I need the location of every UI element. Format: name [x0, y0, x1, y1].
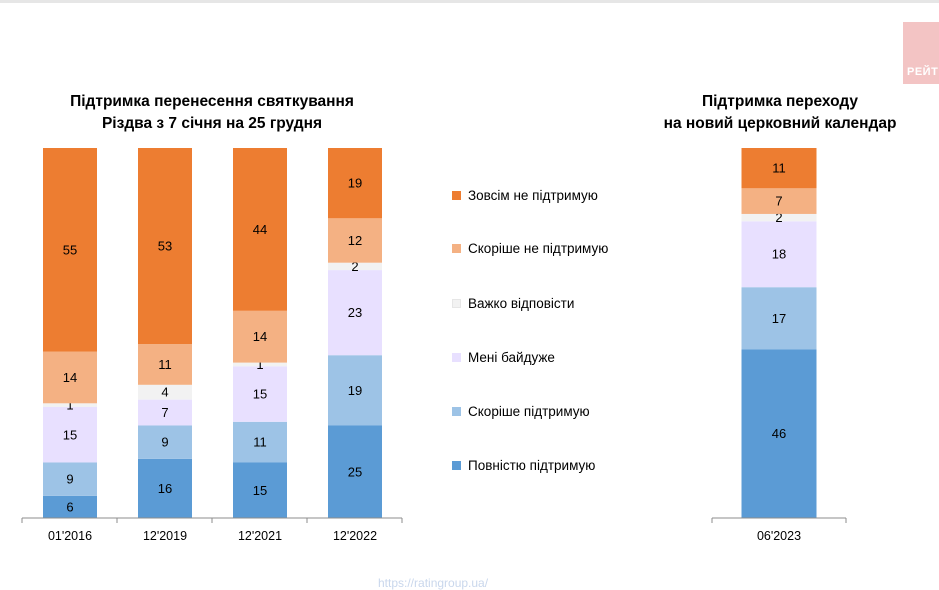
legend-item-rather-support: Скоріше підтримую: [452, 401, 590, 421]
bar-segment-full_support: [741, 349, 817, 518]
data-label-hard_to_say: 1: [256, 357, 263, 372]
bar-segment-hard_to_say: [741, 213, 817, 222]
data-label-full_support: 25: [348, 464, 362, 479]
data-label-rather_support: 9: [66, 472, 73, 487]
legend-swatch-rather-oppose: [452, 243, 461, 253]
legend-item-full-oppose: Зовсім не підтримую: [452, 185, 598, 205]
bar-segment-rather_oppose: [741, 188, 817, 214]
data-label-indifferent: 15: [253, 387, 267, 402]
legend-swatch-full-support: [452, 460, 461, 470]
bar-segment-full_support: [43, 495, 97, 518]
bar-segment-rather_support: [233, 421, 287, 463]
bar-segment-hard_to_say: [138, 384, 192, 400]
bar-segment-hard_to_say: [43, 403, 97, 407]
bar-segment-rather_support: [138, 425, 192, 459]
bar-segment-hard_to_say: [233, 362, 287, 367]
bar-segment-rather_support: [328, 355, 382, 426]
bar-segment-full_support: [233, 462, 287, 518]
chart-title-right-line1: Підтримка переходу: [701, 93, 859, 110]
data-label-full_support: 6: [66, 499, 73, 514]
data-label-rather_oppose: 11: [158, 357, 172, 372]
chart-title-left-line1: Підтримка перенесення святкування: [70, 93, 354, 110]
legend-label-hard-to-say: Важко відповісти: [468, 295, 575, 311]
bar-segment-indifferent: [233, 366, 287, 422]
legend-label-rather-support: Скоріше підтримую: [468, 403, 590, 419]
data-label-rather_oppose: 14: [253, 329, 267, 344]
data-label-rather_support: 17: [772, 311, 786, 326]
x-tick-label: 06'2023: [757, 529, 801, 543]
data-label-full_oppose: 55: [63, 242, 77, 257]
legend-swatch-hard-to-say: [452, 298, 461, 308]
data-label-indifferent: 23: [348, 305, 362, 320]
top-border: [0, 0, 939, 3]
legend-swatch-rather-support: [452, 406, 461, 416]
legend-label-full-oppose: Зовсім не підтримую: [468, 187, 598, 203]
watermark-url: https://ratingroup.ua/: [378, 576, 489, 590]
chart-title-left-line2: Різдва з 7 січня на 25 грудня: [101, 115, 323, 132]
legend-swatch-indifferent: [452, 352, 461, 362]
data-label-full_support: 46: [772, 426, 786, 441]
bar-segment-hard_to_say: [328, 262, 382, 271]
data-label-indifferent: 15: [63, 427, 77, 442]
data-label-hard_to_say: 2: [351, 259, 358, 274]
bar-segment-rather_support: [741, 287, 817, 350]
bar-segment-full_oppose: [328, 148, 382, 219]
data-label-full_oppose: 44: [253, 222, 267, 237]
data-label-full_support: 16: [158, 481, 172, 496]
data-label-full_oppose: 19: [348, 176, 362, 191]
bar-segment-indifferent: [43, 407, 97, 463]
legend-swatch-full-oppose: [452, 190, 461, 200]
x-tick-label: 12'2022: [333, 529, 377, 543]
data-label-rather_oppose: 7: [775, 194, 782, 209]
x-tick-label: 12'2021: [238, 529, 282, 543]
data-label-full_support: 15: [253, 483, 267, 498]
legend-item-hard-to-say: Важко відповісти: [452, 293, 574, 313]
x-tick-label: 12'2019: [143, 529, 187, 543]
data-label-rather_support: 11: [253, 435, 267, 450]
legend-label-rather-oppose: Скоріше не підтримую: [468, 240, 609, 256]
bar-segment-indifferent: [138, 399, 192, 426]
bar-segment-full_support: [328, 425, 382, 518]
data-label-indifferent: 18: [772, 247, 786, 262]
data-label-full_oppose: 53: [158, 239, 172, 254]
chart-title-right-line2: на новий церковний календар: [663, 115, 897, 132]
legend-label-indifferent: Мені байдуже: [468, 349, 555, 365]
legend-item-rather-oppose: Скоріше не підтримую: [452, 238, 608, 258]
bar-segment-indifferent: [328, 270, 382, 356]
data-label-rather_oppose: 12: [348, 233, 362, 248]
legend-item-indifferent: Мені байдуже: [452, 347, 555, 367]
data-label-rather_support: 19: [348, 383, 362, 398]
bar-segment-rather_support: [43, 462, 97, 496]
data-label-full_oppose: 11: [772, 161, 786, 176]
bar-segment-rather_oppose: [43, 351, 97, 404]
chart-title-left: Підтримка перенесення святкування Різдва…: [42, 91, 382, 135]
legend-item-full-support: Повністю підтримую: [452, 455, 595, 475]
bar-segment-rather_oppose: [328, 218, 382, 263]
bar-segment-full_support: [138, 458, 192, 518]
bar-segment-full_oppose: [43, 148, 97, 352]
bar-segment-rather_oppose: [233, 310, 287, 363]
data-label-hard_to_say: 1: [66, 398, 73, 413]
bar-segment-full_oppose: [741, 148, 817, 189]
data-label-hard_to_say: 2: [775, 210, 782, 225]
data-label-indifferent: 7: [161, 405, 168, 420]
logo-text: РЕЙТ: [907, 66, 939, 78]
data-label-hard_to_say: 4: [161, 385, 168, 400]
data-label-rather_support: 9: [161, 435, 168, 450]
chart-title-right: Підтримка переходу на новий церковний ка…: [640, 91, 920, 135]
data-label-rather_oppose: 14: [63, 370, 77, 385]
bar-segment-rather_oppose: [138, 344, 192, 385]
bar-segment-full_oppose: [138, 148, 192, 345]
bar-segment-indifferent: [741, 221, 817, 288]
bar-segment-full_oppose: [233, 148, 287, 311]
rating-logo: РЕЙТ: [903, 22, 939, 84]
x-tick-label: 01'2016: [48, 529, 92, 543]
legend-label-full-support: Повністю підтримую: [468, 457, 596, 473]
